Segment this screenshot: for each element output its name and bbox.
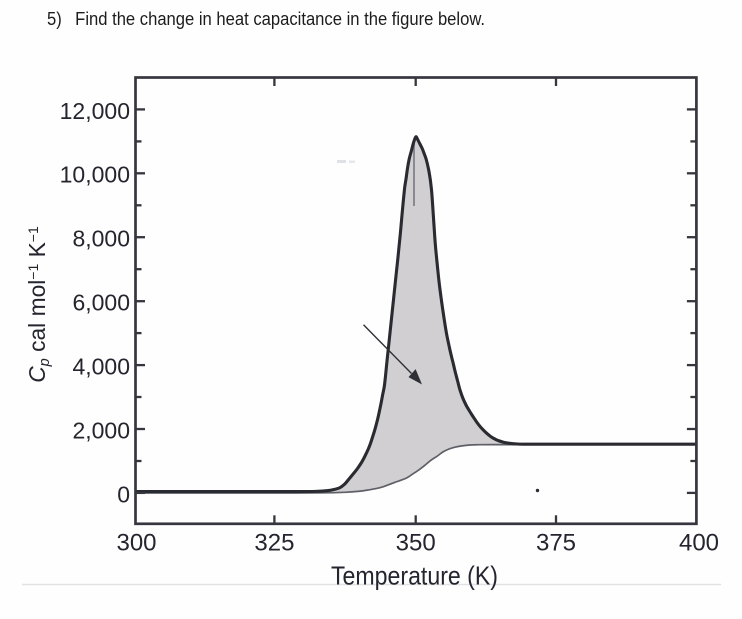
svg-text:8,000: 8,000	[72, 226, 130, 252]
svg-text:325: 325	[254, 530, 294, 557]
svg-text:4,000: 4,000	[72, 354, 130, 380]
svg-text:0: 0	[117, 481, 130, 507]
svg-text:2,000: 2,000	[72, 417, 130, 443]
svg-text:300: 300	[116, 530, 156, 557]
svg-text:Temperature (K): Temperature (K)	[331, 561, 498, 591]
svg-text:12,000: 12,000	[60, 98, 130, 124]
svg-text:350: 350	[396, 530, 436, 557]
svg-text:Cp cal mol−1 K−1: Cp cal mol−1 K−1	[24, 226, 53, 383]
svg-text:6,000: 6,000	[72, 290, 130, 316]
svg-text:400: 400	[679, 530, 719, 557]
svg-text:10,000: 10,000	[60, 162, 130, 188]
svg-text:375: 375	[536, 530, 576, 557]
